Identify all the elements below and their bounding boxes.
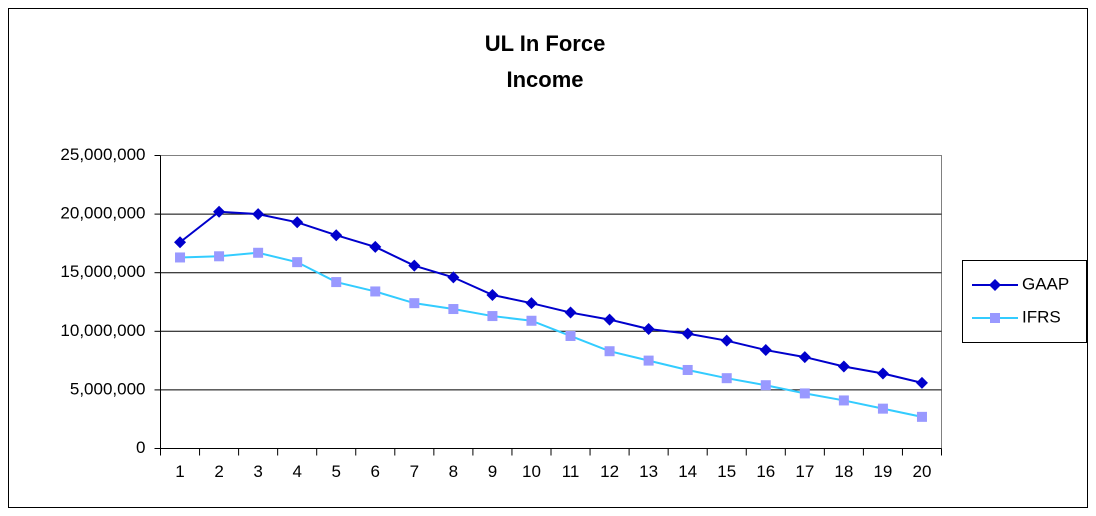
- marker: [291, 216, 304, 229]
- marker: [643, 355, 654, 366]
- x-tick-label: 19: [873, 462, 892, 481]
- chart-title: UL In Force: [485, 31, 606, 56]
- x-tick-label: 6: [371, 462, 380, 481]
- y-tick-label: 5,000,000: [70, 379, 146, 398]
- x-tick-label: 1: [175, 462, 184, 481]
- y-tick-label: 0: [136, 438, 145, 457]
- x-tick-label: 13: [639, 462, 658, 481]
- marker: [486, 288, 499, 301]
- marker: [253, 247, 264, 258]
- series-line: [179, 210, 923, 384]
- marker: [447, 271, 460, 284]
- marker: [370, 286, 381, 297]
- marker: [876, 367, 889, 380]
- x-tick-label: 9: [488, 462, 497, 481]
- marker: [214, 251, 225, 262]
- marker: [292, 257, 303, 268]
- marker: [174, 236, 187, 249]
- marker: [720, 334, 733, 347]
- legend-marker: [990, 313, 1000, 323]
- marker: [603, 313, 616, 326]
- marker: [721, 373, 732, 384]
- marker: [877, 403, 888, 414]
- x-tick-label: 11: [562, 462, 580, 481]
- x-tick-label: 8: [449, 462, 458, 481]
- marker: [798, 351, 811, 364]
- marker: [369, 240, 382, 253]
- chart-title: Income: [506, 67, 583, 92]
- plot-area: [160, 155, 942, 449]
- x-tick-label: 7: [410, 462, 419, 481]
- legend-marker: [989, 279, 1001, 291]
- legend-box: [962, 260, 1087, 343]
- marker: [642, 322, 655, 335]
- marker: [759, 344, 772, 357]
- y-tick-label: 25,000,000: [60, 145, 145, 164]
- marker: [564, 306, 577, 319]
- marker: [837, 360, 850, 373]
- x-tick-label: 10: [522, 462, 541, 481]
- x-tick-label: 4: [292, 462, 301, 481]
- marker: [448, 304, 459, 315]
- marker: [681, 327, 694, 340]
- x-tick-label: 16: [756, 462, 775, 481]
- x-tick-label: 2: [214, 462, 223, 481]
- x-tick-label: 18: [834, 462, 853, 481]
- marker: [682, 364, 693, 375]
- marker: [915, 376, 928, 389]
- x-tick-label: 3: [253, 462, 262, 481]
- x-tick-label: 12: [600, 462, 619, 481]
- x-tick-label: 14: [678, 462, 697, 481]
- x-tick-label: 15: [717, 462, 736, 481]
- marker: [408, 259, 421, 272]
- marker: [526, 315, 537, 326]
- marker: [252, 208, 265, 221]
- legend-label: IFRS: [1022, 307, 1061, 326]
- marker: [799, 388, 810, 399]
- marker: [604, 346, 615, 357]
- marker: [760, 380, 771, 391]
- x-tick-label: 17: [795, 462, 814, 481]
- marker: [838, 395, 849, 406]
- marker: [213, 205, 226, 218]
- y-tick-label: 10,000,000: [60, 321, 145, 340]
- marker: [331, 277, 342, 288]
- series-line: [179, 251, 923, 418]
- marker: [525, 297, 538, 310]
- y-tick-label: 20,000,000: [60, 204, 145, 223]
- marker: [916, 411, 927, 422]
- legend-label: GAAP: [1022, 274, 1069, 293]
- y-tick-label: 15,000,000: [60, 262, 145, 281]
- x-tick-label: 20: [913, 462, 932, 481]
- x-tick-label: 5: [331, 462, 340, 481]
- marker: [330, 229, 343, 242]
- marker: [409, 298, 420, 309]
- marker: [487, 311, 498, 322]
- marker: [175, 252, 186, 263]
- marker: [565, 330, 576, 341]
